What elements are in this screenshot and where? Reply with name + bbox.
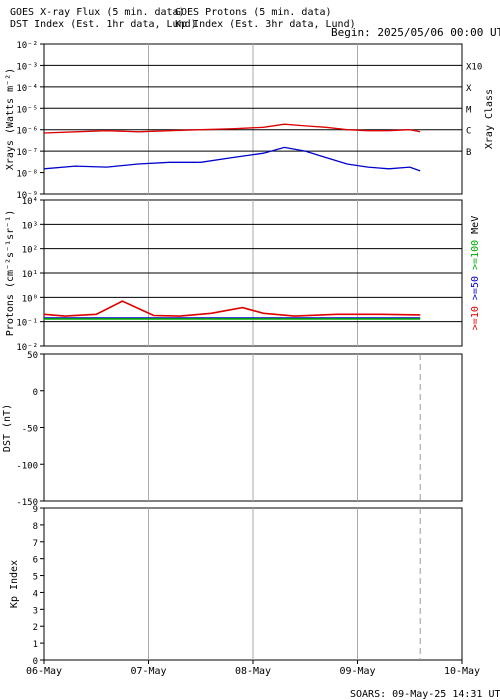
kp-ytick-label: 4 [33,589,38,599]
proton-ytick-label: 10² [22,246,38,256]
dst-ytick-label: 50 [27,351,38,361]
proton-ytick-label: 10⁴ [22,197,38,207]
legend-ge50: >=50 [470,276,481,300]
x-tick-label: 06-May [26,666,62,677]
kp-ytick-label: 0 [33,657,38,667]
xray-ytick-label: 10⁻⁷ [16,148,38,158]
proton-ytick-label: 10³ [22,221,38,231]
kp-ylabel: Kp Index [9,560,20,608]
kp-ytick-label: 3 [33,606,38,616]
svg-text:>=10 >=50 >=100 MeV: >=10 >=50 >=100 MeV [470,216,481,330]
xray-ytick-label: 10⁻⁴ [16,84,38,94]
kp-ytick-label: 8 [33,522,38,532]
kp-ytick-label: 9 [33,505,38,515]
dst-ytick-label: -50 [22,425,38,435]
dst-ytick-label: -100 [16,461,38,471]
x-tick-label: 10-May [444,666,480,677]
legend-ge100: >=100 [470,240,481,270]
xray-ytick-label: 10⁻⁶ [16,127,38,137]
xray-header: GOES X-ray Flux (5 min. data) [10,7,185,18]
xray-class-c: C [466,127,471,137]
proton-header: GOES Protons (5 min. data) [175,7,332,18]
begin-time: Begin: 2025/05/06 00:00 UT [331,26,500,39]
dst-ytick-label: -150 [16,498,38,508]
dst-header: DST Index (Est. 1hr data, Lund) [10,19,197,30]
xray-class-m: M [466,105,472,115]
x-tick-label: 08-May [235,666,271,677]
kp-header: Kp Index (Est. 3hr data, Lund) [175,19,356,30]
legend-ge10: >=10 [470,306,481,330]
kp-ytick-label: 6 [33,556,38,566]
proton-ytick-label: 10⁰ [22,294,38,304]
xray-class-label: Xray Class [484,89,495,149]
legend-mev: MeV [470,216,481,234]
proton-ytick-label: 10⁻² [16,343,38,353]
xray-ytick-label: 10⁻⁸ [16,170,38,180]
kp-ytick-label: 1 [33,640,38,650]
proton-ytick-label: 10¹ [22,270,38,280]
dst-ylabel: DST (nT) [2,404,13,452]
footer-credit: SOARS: 09-May-25 14:31 UT [350,689,500,700]
dst-ytick-label: 0 [33,388,38,398]
x-tick-label: 09-May [339,666,375,677]
xray-short-series [43,146,421,172]
kp-ytick-label: 7 [33,539,38,549]
xray-long-series [43,123,421,134]
xray-ytick-label: 10⁻⁹ [16,191,38,201]
xray-ylabel: Xrays (Watts m⁻²) [5,68,16,170]
kp-ytick-label: 2 [33,623,38,633]
kp-ytick-label: 5 [33,573,38,583]
xray-class-x: X [466,84,472,94]
x-tick-label: 07-May [130,666,166,677]
proton-ytick-label: 10⁻¹ [16,319,38,329]
xray-ytick-label: 10⁻³ [16,62,38,72]
proton-ge10-series [43,300,421,317]
xray-ytick-label: 10⁻⁵ [16,105,38,115]
proton-ylabel: Protons (cm⁻²s⁻¹sr⁻¹) [5,210,16,336]
xray-class-b: B [466,148,471,158]
energy-legend: >=10 >=50 >=100 MeV [470,216,481,330]
xray-ytick-label: 10⁻² [16,41,38,51]
xray-class-x10: X10 [466,62,482,72]
